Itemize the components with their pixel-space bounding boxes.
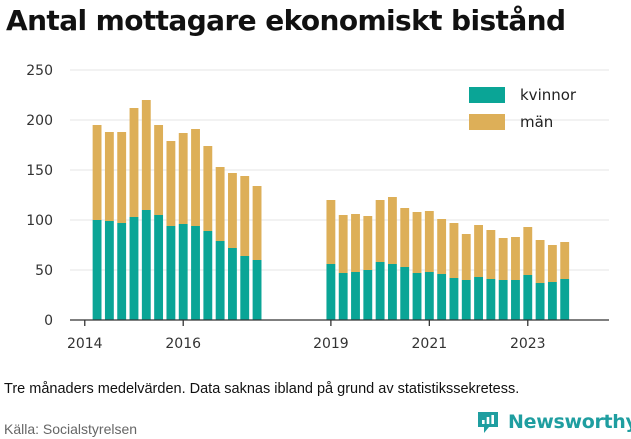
bar-kvinnor: [326, 264, 336, 320]
axes: 0 50 100 150 200 250 2014 2016 2019 2021 2023: [26, 63, 609, 352]
bar-kvinnor: [400, 267, 410, 320]
bar-kvinnor: [486, 279, 496, 320]
bar-kvinnor: [141, 210, 151, 320]
chart-note: Tre månaders medelvärden. Data saknas ib…: [4, 381, 520, 397]
bar-kvinnor: [203, 231, 213, 320]
y-tick-label: 200: [26, 113, 53, 129]
bar-män: [178, 133, 188, 224]
bar-kvinnor: [363, 270, 373, 320]
stacked-bar-chart: 0 50 100 150 200 250 2014 2016 2019 2021 2023 kvin…: [26, 63, 609, 352]
bar-män: [154, 125, 164, 215]
bar-kvinnor: [228, 248, 237, 320]
bar-kvinnor: [104, 221, 114, 320]
legend: kvinnor män: [469, 86, 577, 131]
bar-män: [104, 132, 114, 221]
bar-män: [535, 240, 545, 283]
bar-män: [375, 200, 385, 262]
bar-män: [166, 141, 176, 226]
y-tick-label: 150: [26, 163, 53, 179]
bar-män: [449, 223, 459, 278]
newsworthy-logo-icon: [478, 412, 498, 433]
bar-kvinnor: [166, 226, 176, 320]
bar-kvinnor: [178, 224, 188, 320]
y-tick-label: 50: [35, 263, 53, 279]
bar-män: [240, 176, 250, 256]
bar-män: [511, 237, 520, 280]
bar-kvinnor: [498, 280, 508, 320]
bar-män: [252, 186, 262, 260]
bars: [92, 100, 570, 320]
bar-män: [129, 108, 139, 217]
newsworthy-logo: Newsworthy: [475, 409, 631, 435]
chart-title: Antal mottagare ekonomiskt bistånd: [6, 4, 566, 37]
bar-kvinnor: [191, 226, 200, 320]
bar-män: [486, 230, 496, 279]
legend-swatch-kvinnor: [469, 87, 505, 103]
legend-label: män: [520, 113, 553, 131]
bar-kvinnor: [461, 280, 471, 320]
bar-kvinnor: [449, 278, 459, 320]
bar-män: [326, 200, 336, 264]
bar-män: [141, 100, 151, 210]
bar-män: [363, 216, 373, 270]
bar-män: [412, 212, 422, 273]
brand-name: Newsworthy: [508, 411, 631, 433]
bar-kvinnor: [424, 272, 434, 320]
y-tick-label: 100: [26, 213, 53, 229]
bar-män: [203, 146, 213, 231]
bar-kvinnor: [117, 223, 127, 320]
bar-kvinnor: [547, 282, 557, 320]
bar-kvinnor: [387, 264, 397, 320]
bar-kvinnor: [129, 217, 139, 320]
bar-män: [92, 125, 102, 220]
legend-label: kvinnor: [520, 86, 577, 104]
bar-kvinnor: [474, 277, 483, 320]
bar-kvinnor: [437, 274, 447, 320]
bar-män: [228, 173, 237, 248]
bar-män: [424, 211, 434, 272]
bar-kvinnor: [338, 273, 348, 320]
x-tick-label: 2021: [412, 336, 448, 352]
y-tick-label: 250: [26, 63, 53, 79]
bar-kvinnor: [511, 280, 520, 320]
bar-kvinnor: [240, 256, 250, 320]
bar-kvinnor: [252, 260, 262, 320]
bar-kvinnor: [92, 220, 102, 320]
bar-män: [523, 227, 533, 275]
bar-män: [117, 132, 127, 223]
bar-män: [400, 208, 410, 267]
x-tick-label: 2014: [67, 336, 103, 352]
bar-män: [498, 238, 508, 280]
bar-män: [437, 219, 447, 274]
bar-män: [338, 215, 348, 273]
bar-kvinnor: [215, 241, 225, 320]
bar-män: [560, 242, 570, 279]
x-tick-label: 2023: [510, 336, 546, 352]
bar-kvinnor: [560, 279, 570, 320]
bar-män: [215, 167, 225, 241]
source-label: Källa: Socialstyrelsen: [4, 421, 138, 437]
bar-män: [547, 245, 557, 282]
bar-män: [387, 197, 397, 264]
bar-män: [351, 214, 360, 272]
bar-kvinnor: [412, 273, 422, 320]
bar-kvinnor: [523, 275, 533, 320]
bar-kvinnor: [351, 272, 360, 320]
bar-kvinnor: [154, 215, 164, 320]
bar-kvinnor: [535, 283, 545, 320]
legend-swatch-män: [469, 114, 505, 130]
x-tick-label: 2016: [165, 336, 201, 352]
x-tick-label: 2019: [313, 336, 349, 352]
bar-män: [191, 129, 200, 226]
y-tick-label: 0: [44, 313, 53, 329]
bar-män: [474, 225, 483, 277]
bar-män: [461, 234, 471, 280]
bar-kvinnor: [375, 262, 385, 320]
